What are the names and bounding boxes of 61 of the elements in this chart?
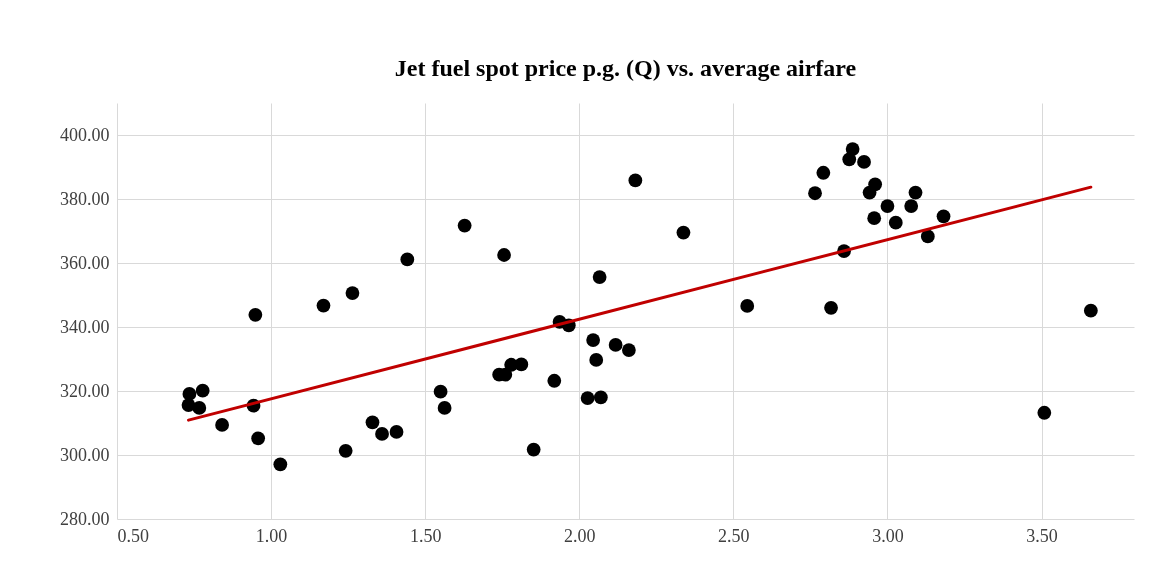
- point: [808, 186, 822, 201]
- x-tick-label: 1.50: [409, 525, 442, 546]
- y-tick-label: 360.00: [60, 252, 110, 273]
- point: [824, 300, 838, 315]
- point: [676, 225, 691, 240]
- point: [1037, 405, 1052, 420]
- point: [628, 173, 643, 188]
- point: [433, 384, 448, 399]
- y-tick-label: 400.00: [60, 124, 110, 145]
- point: [867, 211, 882, 226]
- point: [389, 425, 404, 439]
- point: [608, 338, 623, 352]
- y-tick-label: 300.00: [60, 444, 110, 465]
- point: [622, 343, 636, 357]
- point: [862, 185, 877, 200]
- point: [316, 298, 331, 313]
- point: [497, 248, 511, 262]
- point: [586, 333, 601, 347]
- point: [547, 373, 562, 388]
- point: [251, 431, 266, 446]
- y-tick-label: 320.00: [60, 380, 110, 401]
- point: [192, 401, 207, 415]
- x-tick-label: 2.50: [718, 525, 750, 546]
- x-tick-label: 3.00: [872, 525, 904, 546]
- y-tick-label: 280.00: [60, 508, 110, 529]
- point: [857, 155, 871, 169]
- point: [514, 357, 529, 372]
- point: [580, 391, 595, 405]
- x-tick-label: 2.00: [564, 525, 596, 546]
- point: [740, 299, 755, 313]
- point: [936, 209, 951, 224]
- point: [248, 307, 263, 322]
- point: [880, 199, 895, 213]
- point: [273, 457, 288, 472]
- point: [920, 229, 935, 244]
- point: [904, 199, 919, 213]
- chart-title: Jet fuel spot price p.g. (Q) vs. average airfare: [394, 55, 857, 81]
- x-tick-label: 1.00: [255, 525, 288, 546]
- point: [338, 443, 353, 458]
- point: [400, 252, 415, 267]
- x-tick-label: 0.50: [117, 525, 149, 546]
- point: [365, 415, 380, 430]
- point: [215, 418, 229, 432]
- point: [908, 185, 923, 200]
- point: [195, 383, 210, 398]
- point: [888, 215, 903, 230]
- point: [842, 152, 857, 167]
- y-tick-label: 340.00: [60, 316, 110, 337]
- point: [375, 427, 389, 441]
- x-tick-label: 3.50: [1026, 525, 1058, 546]
- point: [593, 390, 608, 405]
- point: [345, 286, 360, 300]
- point: [457, 218, 472, 233]
- point: [816, 165, 831, 180]
- point: [437, 401, 452, 415]
- y-tick-label: 380.00: [60, 188, 110, 209]
- point: [1083, 303, 1098, 318]
- point: [592, 270, 607, 284]
- point: [526, 442, 541, 457]
- point: [589, 353, 604, 367]
- point: [182, 387, 197, 401]
